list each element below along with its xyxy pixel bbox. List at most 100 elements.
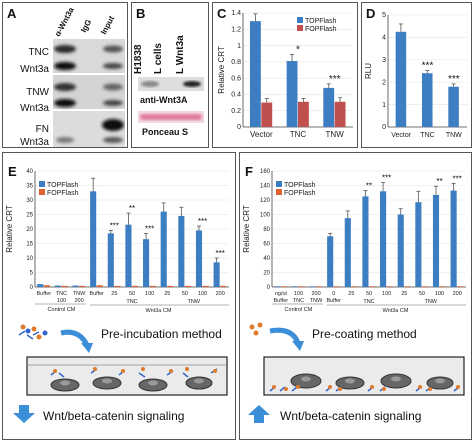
group-label-tnw: TNW xyxy=(424,299,437,305)
bar-fopflash xyxy=(202,285,209,287)
category-label: 50 xyxy=(366,291,372,297)
y-tick-label: 0 xyxy=(382,124,386,131)
y-tick-label: 4 xyxy=(382,35,386,42)
coated-wnt-dot-icons xyxy=(272,385,460,391)
group-label-tnc: TNC xyxy=(363,299,374,305)
chart-c: 0 0.2 0.4 0.6 0.8 1 1.2 1.4 Relative CRT Vector * T… xyxy=(217,10,353,139)
curved-arrow-icon xyxy=(60,329,90,347)
lane-label-l-cells: L cells xyxy=(153,43,164,74)
panel-a: A α-Wnt3a IgG Input TNC Wnt3a TNW Wnt3a … xyxy=(2,2,128,148)
y-tick-label: 60 xyxy=(263,242,270,248)
category-label: 200 xyxy=(311,291,320,297)
significance-marker: *** xyxy=(216,249,225,258)
y-tick-label: 0 xyxy=(237,124,241,131)
legend-swatch xyxy=(39,189,45,195)
panel-b-letter: B xyxy=(136,6,146,21)
y-tick-label: 0.2 xyxy=(231,108,241,115)
category-label: TNW xyxy=(446,132,462,139)
bar-topflash xyxy=(432,194,440,287)
row-label-wnt3a-1: Wnt3a xyxy=(20,64,49,75)
bar-topflash xyxy=(286,61,298,127)
ponceau-stain-b xyxy=(138,111,204,123)
y-axis-label: Relative CRT xyxy=(217,46,226,94)
y-tick-label: 0 xyxy=(30,285,34,291)
bar-fopflash xyxy=(43,285,50,287)
y-tick-label: 35 xyxy=(26,184,33,190)
group-label-wnt3a: Wnt3a CM xyxy=(382,308,408,314)
lane-label-input: Input xyxy=(99,14,117,36)
bar-topflash xyxy=(344,218,351,287)
category-label: TNC xyxy=(290,130,307,139)
curved-arrow-icon xyxy=(269,327,301,345)
western-blot-b xyxy=(138,77,204,91)
y-tick-label: 2 xyxy=(382,79,386,86)
group-label-control: Control CM xyxy=(285,307,313,313)
significance-marker: *** xyxy=(145,224,154,233)
category-label: Vector xyxy=(391,132,412,139)
y-tick-label: 15 xyxy=(26,242,33,248)
lane-label-igg: IgG xyxy=(79,17,94,34)
bar-fopflash xyxy=(369,286,376,287)
y-tick-label: 140 xyxy=(260,184,271,190)
legend-entry: TOPFlash xyxy=(284,182,315,189)
bar-fopflash xyxy=(457,286,464,287)
y-tick-label: 40 xyxy=(26,169,33,175)
bar-series xyxy=(395,31,407,127)
category-label: 25 xyxy=(401,291,407,297)
bar-series xyxy=(448,86,459,127)
legend-entry: FOPFlash xyxy=(47,190,79,197)
bar-fopflash xyxy=(149,285,156,287)
bar-fopflash xyxy=(167,285,174,287)
y-tick-label: 40 xyxy=(263,256,270,262)
pre-incubation-diagram xyxy=(13,324,228,423)
bar-fopflash xyxy=(298,101,309,127)
legend-entry: TOPFlash xyxy=(47,182,78,189)
category-label: 200 xyxy=(453,291,462,297)
y-tick-label: 100 xyxy=(260,213,271,219)
bar-fopflash xyxy=(421,286,429,287)
y-tick-label: 20 xyxy=(26,227,33,233)
signaling-result-e: Wnt/beta-catenin signaling xyxy=(43,409,185,423)
lane-label-alpha-wnt3a: α-Wnt3a xyxy=(53,5,76,38)
arrowhead-icon xyxy=(292,341,304,351)
bar-fopflash xyxy=(316,286,323,287)
category-label: 50 xyxy=(182,291,188,297)
y-tick-label: 5 xyxy=(382,12,386,19)
category-label: Buffer xyxy=(89,291,104,297)
bar-topflash xyxy=(178,215,185,287)
bar-fopflash xyxy=(386,286,393,287)
bar-topflash xyxy=(380,191,387,287)
row-label-wnt3a-3: Wnt3a xyxy=(20,137,49,148)
y-tick-label: 120 xyxy=(260,198,271,204)
method-title-pre-coating: Pre-coating method xyxy=(312,327,417,341)
significance-marker: ** xyxy=(366,182,372,191)
significance-marker: *** xyxy=(198,217,207,226)
category-label: 100 xyxy=(382,291,391,297)
significance-marker: *** xyxy=(110,221,119,230)
category-sublabel: 200 xyxy=(74,298,83,304)
category-label: 25 xyxy=(348,291,354,297)
bar-topflash xyxy=(37,284,44,287)
cell-icons xyxy=(50,376,213,392)
bar-topflash xyxy=(274,286,281,287)
pre-coating-diagram xyxy=(248,322,465,423)
wnt-dot-icons xyxy=(53,367,217,373)
significance-marker: *** xyxy=(448,74,460,85)
group-label-tnc: TNC xyxy=(126,299,137,305)
bar-topflash xyxy=(213,262,220,287)
panel-d-letter: D xyxy=(366,6,376,21)
y-axis-label: Relative CRT xyxy=(242,205,251,253)
panel-a-letter: A xyxy=(7,6,17,21)
panel-b: B H1838 L cells L Wnt3a anti-Wnt3A Ponce… xyxy=(131,2,209,148)
category-label: 0 xyxy=(332,291,335,297)
bar-topflash xyxy=(54,285,61,287)
bar-topflash xyxy=(362,196,369,287)
bar-topflash xyxy=(72,285,79,287)
group-label-wnt3a: Wnt3a CM xyxy=(145,308,171,314)
category-label: TNC xyxy=(420,132,434,139)
category-sublabel: TNC xyxy=(293,298,304,304)
y-tick-label: 25 xyxy=(26,213,33,219)
legend-swatch xyxy=(297,17,303,23)
category-label: 100 xyxy=(198,291,207,297)
